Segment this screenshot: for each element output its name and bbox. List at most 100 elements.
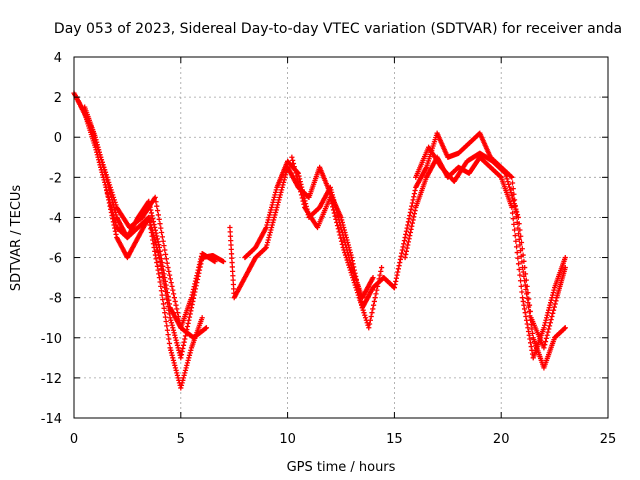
- data-point: [231, 286, 237, 292]
- data-point: [395, 269, 401, 275]
- data-point: [330, 204, 336, 210]
- data-point: [154, 259, 160, 266]
- data-point: [276, 194, 283, 200]
- data-point: [154, 207, 161, 214]
- data-point: [521, 302, 527, 308]
- data-point: [509, 210, 516, 216]
- data-point: [394, 272, 400, 278]
- data-point: [102, 169, 108, 175]
- data-point: [359, 305, 365, 311]
- data-point: [174, 310, 181, 316]
- data-point: [506, 181, 512, 187]
- data-point: [160, 277, 167, 283]
- data-point: [511, 221, 517, 227]
- data-point: [180, 342, 187, 348]
- data-point: [350, 275, 356, 281]
- y-tick-label: -2: [49, 171, 62, 186]
- data-point: [355, 292, 361, 298]
- data-point: [523, 286, 529, 293]
- data-point: [151, 234, 157, 241]
- data-point: [289, 154, 295, 160]
- data-point: [513, 238, 519, 244]
- data-point: [157, 279, 163, 285]
- data-point: [338, 224, 344, 231]
- data-point: [160, 301, 167, 307]
- data-point: [298, 192, 305, 198]
- data-point: [517, 278, 524, 284]
- data-point: [154, 203, 160, 209]
- data-point: [104, 177, 110, 183]
- data-point: [153, 256, 159, 262]
- data-point: [376, 276, 382, 282]
- data-point: [194, 280, 200, 286]
- data-point: [403, 251, 409, 258]
- data-point: [545, 329, 551, 335]
- y-tick-label: -14: [41, 412, 62, 427]
- data-point: [295, 179, 301, 185]
- data-point: [174, 342, 181, 348]
- data-point: [150, 216, 156, 222]
- data-point: [228, 246, 234, 253]
- data-point: [160, 238, 166, 244]
- data-point: [505, 178, 511, 185]
- data-point: [552, 301, 558, 307]
- data-point: [541, 322, 548, 328]
- data-point: [546, 326, 552, 332]
- data-point: [97, 152, 103, 158]
- data-point: [220, 258, 227, 265]
- data-point: [368, 313, 374, 320]
- data-point: [519, 295, 526, 301]
- data-point: [230, 277, 236, 283]
- tick-layer: [73, 56, 609, 419]
- data-point: [297, 186, 303, 192]
- data-point: [98, 154, 104, 160]
- data-point: [544, 332, 550, 338]
- data-point: [158, 225, 164, 231]
- data-point: [185, 320, 191, 326]
- data-point: [523, 313, 529, 320]
- data-point: [161, 281, 167, 287]
- data-point: [280, 182, 286, 188]
- data-point: [107, 203, 113, 209]
- data-point: [110, 219, 116, 225]
- y-tick-label: 0: [54, 131, 62, 146]
- data-point: [170, 357, 177, 363]
- data-point: [502, 170, 509, 176]
- data-point: [344, 257, 350, 263]
- data-point: [104, 191, 110, 197]
- data-point: [162, 247, 168, 253]
- data-point: [299, 195, 305, 201]
- data-point: [375, 280, 381, 286]
- data-point: [162, 285, 168, 291]
- data-point: [392, 281, 398, 288]
- data-point: [516, 266, 522, 273]
- data-point: [547, 300, 554, 306]
- data-point: [393, 275, 400, 281]
- data-point: [391, 285, 397, 291]
- data-point: [178, 352, 185, 358]
- data-point: [173, 302, 179, 308]
- data-point: [409, 220, 416, 226]
- data-point: [157, 221, 163, 227]
- data-point: [502, 169, 508, 176]
- data-point: [402, 234, 408, 241]
- data-point: [351, 280, 357, 286]
- data-point: [147, 204, 153, 210]
- data-point: [272, 192, 278, 198]
- data-point: [106, 200, 112, 206]
- data-point: [178, 382, 185, 389]
- series-track-f: [242, 158, 376, 301]
- data-point: [542, 342, 548, 348]
- data-point: [108, 192, 114, 198]
- data-point: [372, 295, 378, 301]
- data-point: [550, 290, 556, 296]
- y-tick-label: -4: [49, 211, 62, 226]
- data-point: [521, 258, 527, 264]
- data-point: [329, 189, 335, 195]
- y-tick-label: -12: [41, 372, 62, 387]
- data-point: [166, 340, 173, 347]
- data-point: [113, 231, 119, 237]
- data-point: [229, 255, 235, 261]
- data-point: [163, 256, 169, 262]
- data-point: [546, 305, 552, 311]
